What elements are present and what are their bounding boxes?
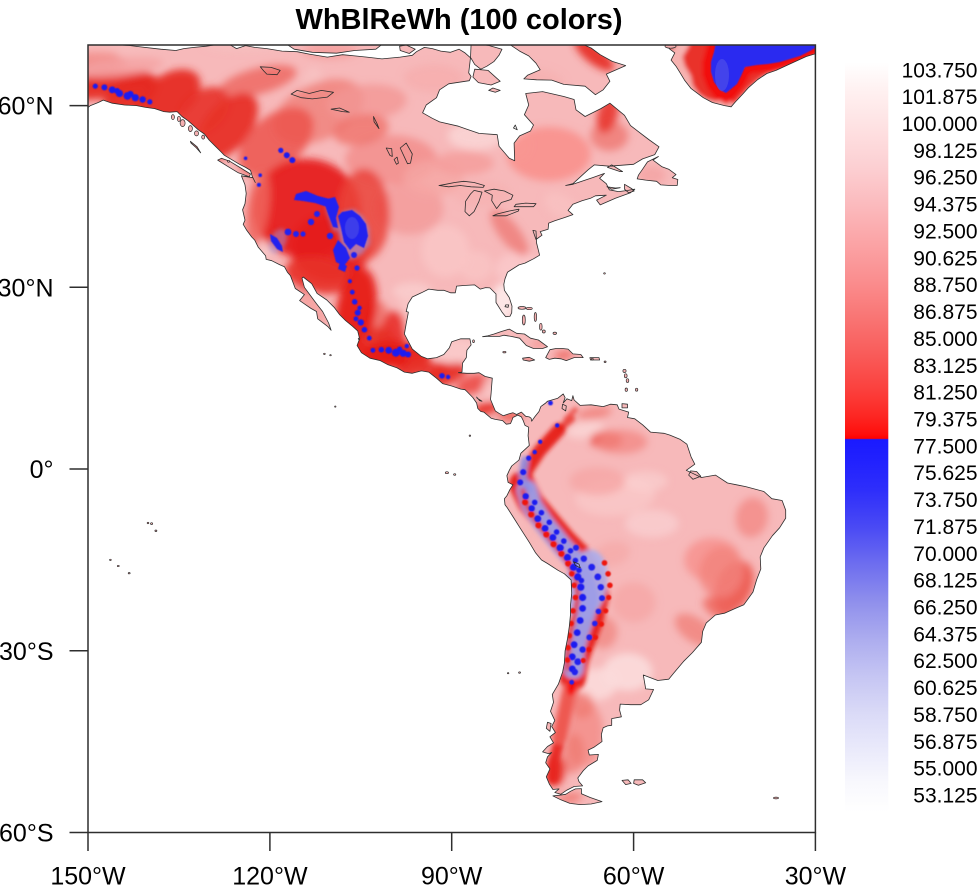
svg-text:60.625: 60.625 xyxy=(913,677,977,700)
svg-text:90.625: 90.625 xyxy=(913,247,977,270)
svg-text:70.000: 70.000 xyxy=(913,543,977,566)
svg-text:85.000: 85.000 xyxy=(913,328,977,351)
svg-text:0°: 0° xyxy=(30,456,54,484)
svg-text:60°W: 60°W xyxy=(603,863,665,888)
svg-text:103.750: 103.750 xyxy=(902,59,977,82)
svg-text:77.500: 77.500 xyxy=(913,435,977,458)
svg-text:101.875: 101.875 xyxy=(902,86,977,109)
svg-text:83.125: 83.125 xyxy=(913,355,977,378)
svg-text:66.250: 66.250 xyxy=(913,597,977,620)
svg-text:79.375: 79.375 xyxy=(913,409,977,432)
svg-text:30°S: 30°S xyxy=(0,638,54,666)
svg-text:68.125: 68.125 xyxy=(913,570,977,593)
svg-text:94.375: 94.375 xyxy=(913,194,977,217)
svg-text:30°W: 30°W xyxy=(785,863,847,888)
svg-text:100.000: 100.000 xyxy=(902,113,977,136)
svg-text:90°W: 90°W xyxy=(421,863,483,888)
svg-text:120°W: 120°W xyxy=(232,863,308,888)
svg-text:98.125: 98.125 xyxy=(913,140,977,163)
svg-text:75.625: 75.625 xyxy=(913,462,977,485)
svg-text:96.250: 96.250 xyxy=(913,167,977,190)
svg-text:92.500: 92.500 xyxy=(913,221,977,244)
svg-text:WhBlReWh (100 colors): WhBlReWh (100 colors) xyxy=(295,4,622,36)
svg-text:60°N: 60°N xyxy=(0,93,54,121)
svg-text:62.500: 62.500 xyxy=(913,650,977,673)
svg-text:73.750: 73.750 xyxy=(913,489,977,512)
svg-text:64.375: 64.375 xyxy=(913,623,977,646)
svg-text:58.750: 58.750 xyxy=(913,704,977,727)
svg-text:81.250: 81.250 xyxy=(913,382,977,405)
svg-text:86.875: 86.875 xyxy=(913,301,977,324)
svg-text:56.875: 56.875 xyxy=(913,731,977,754)
svg-text:60°S: 60°S xyxy=(0,820,54,848)
svg-text:55.000: 55.000 xyxy=(913,758,977,781)
svg-text:53.125: 53.125 xyxy=(913,785,977,808)
svg-text:150°W: 150°W xyxy=(50,863,126,888)
svg-text:71.875: 71.875 xyxy=(913,516,977,539)
svg-text:88.750: 88.750 xyxy=(913,274,977,297)
svg-text:30°N: 30°N xyxy=(0,274,54,302)
